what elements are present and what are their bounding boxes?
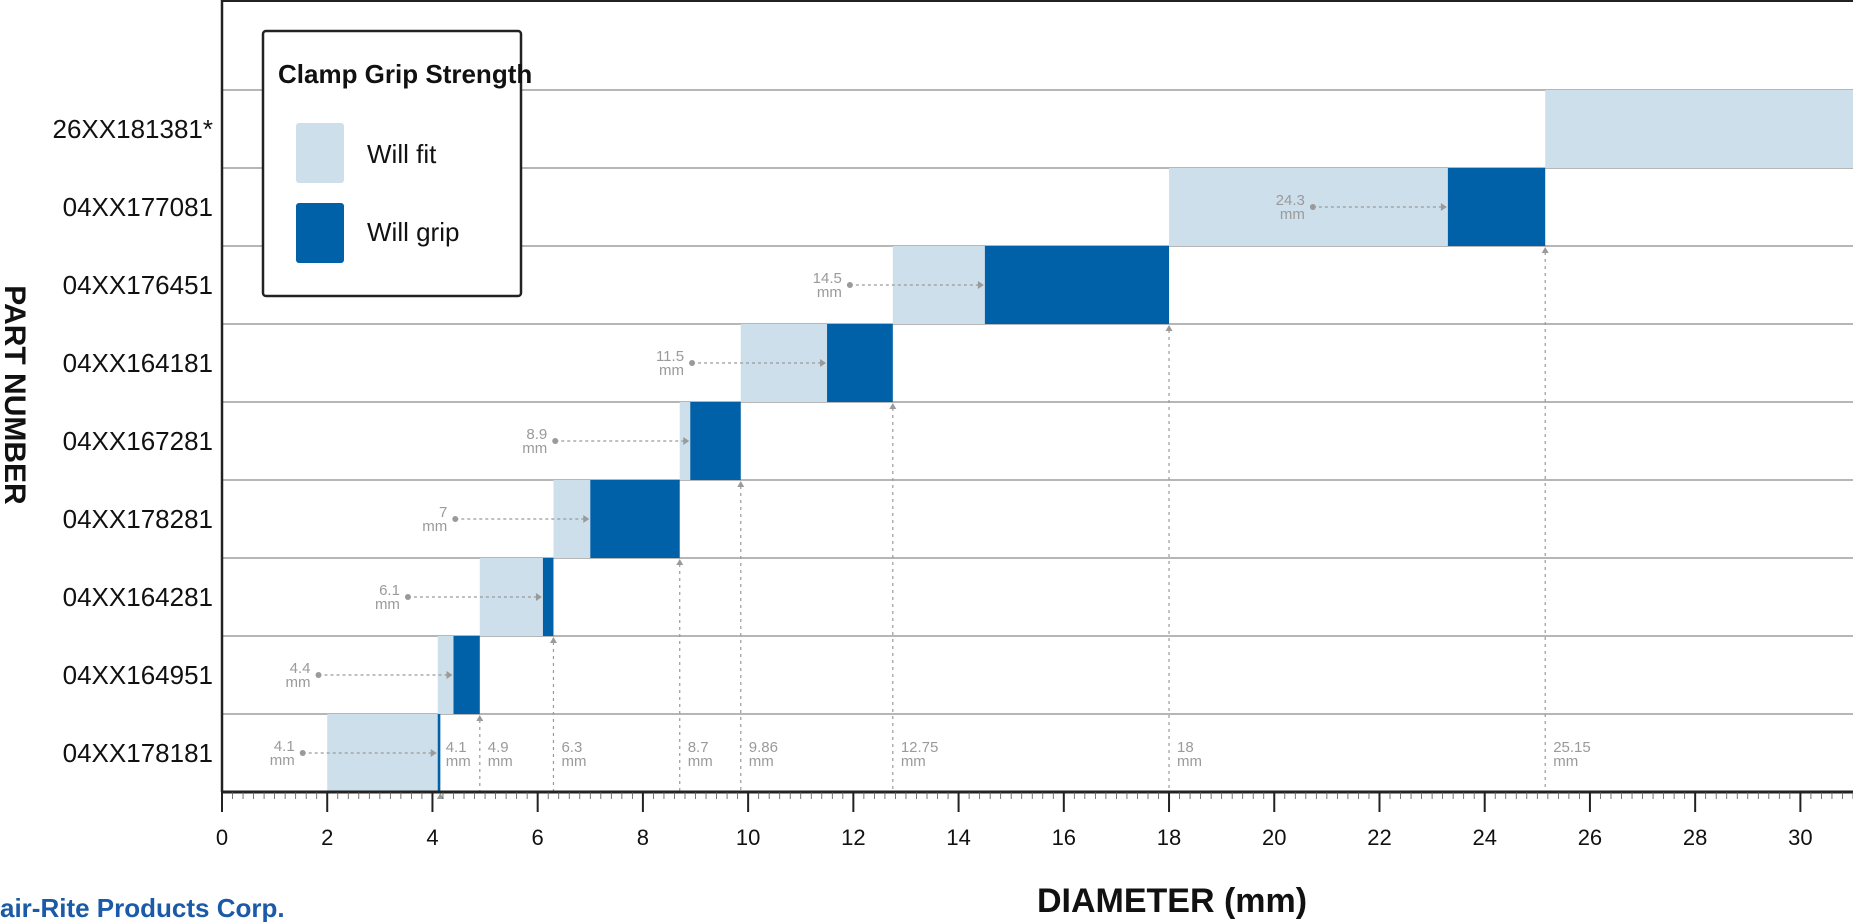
max-guide-arrowhead — [1165, 325, 1173, 331]
legend-swatch-grip — [296, 203, 344, 263]
x-tick-label: 22 — [1367, 825, 1391, 850]
x-axis-title: DIAMETER (mm) — [1037, 882, 1307, 920]
x-tick-label: 0 — [216, 825, 228, 850]
min-arrow-head — [583, 515, 590, 523]
legend-label-grip: Will grip — [367, 217, 459, 247]
min-arrow-head — [446, 671, 453, 679]
fit-bar — [1545, 90, 1853, 168]
min-value-label: 24.3 — [1276, 192, 1305, 209]
max-unit-label: mm — [488, 753, 513, 770]
x-tick-label: 26 — [1578, 825, 1602, 850]
part-number-label: 26XX181381* — [53, 114, 213, 144]
part-number-label: 04XX164181 — [63, 348, 213, 378]
grip-bar — [984, 246, 1170, 324]
guide-lines — [436, 247, 1549, 799]
x-tick-label: 14 — [946, 825, 970, 850]
max-value-label: 4.9 — [488, 739, 509, 756]
min-unit-label: mm — [522, 440, 547, 457]
min-value-label: 8.9 — [526, 426, 547, 443]
y-axis-title: PART NUMBER — [0, 285, 31, 505]
x-tick-label: 28 — [1683, 825, 1707, 850]
min-unit-label: mm — [422, 518, 447, 535]
grip-bar — [542, 558, 554, 636]
min-arrow-head — [430, 749, 437, 757]
max-unit-label: mm — [749, 753, 774, 770]
min-value-label: 11.5 — [656, 348, 684, 365]
min-value-label: 7 — [439, 504, 447, 521]
max-unit-label: mm — [688, 753, 713, 770]
max-guide-arrowhead — [549, 637, 557, 643]
legend: Clamp Grip Strength Will fit Will grip — [261, 29, 532, 298]
grip-bar — [827, 324, 893, 402]
min-value-label: 14.5 — [813, 270, 842, 287]
part-number-label: 04XX178281 — [63, 504, 213, 534]
max-value-label: 25.15 — [1553, 739, 1591, 756]
min-arrow-head — [535, 593, 542, 601]
max-value-label: 9.86 — [749, 739, 778, 756]
part-number-label: 04XX178181 — [63, 738, 213, 768]
max-guide-arrowhead — [737, 481, 745, 487]
part-number-label: 04XX164951 — [63, 660, 213, 690]
grip-bar — [590, 480, 680, 558]
category-labels: 26XX181381* 04XX177081 04XX176451 04XX16418… — [53, 114, 213, 768]
axes: 0 2 4 6 8 10 12 14 16 18 20 22 24 26 28 30 — [216, 0, 1853, 850]
part-number-label: 04XX164281 — [63, 582, 213, 612]
min-value-label: 4.4 — [290, 660, 311, 677]
min-arrow-head — [683, 437, 690, 445]
x-tick-label: 8 — [637, 825, 649, 850]
fit-bar — [892, 246, 985, 324]
legend-title: Clamp Grip Strength — [278, 59, 532, 89]
max-value-label: 4.1 — [446, 739, 467, 756]
part-number-label: 04XX167281 — [63, 426, 213, 456]
x-tick-label: 16 — [1052, 825, 1076, 850]
footer-company: air-Rite Products Corp. — [0, 893, 285, 922]
legend-swatch-fit — [296, 123, 344, 183]
min-unit-label: mm — [659, 362, 684, 379]
min-value-label: 6.1 — [379, 582, 400, 599]
x-tick-label: 30 — [1788, 825, 1812, 850]
legend-label-fit: Will fit — [367, 139, 437, 169]
x-tick-label: 18 — [1157, 825, 1181, 850]
min-value-label: 4.1 — [274, 738, 295, 755]
min-arrow-head — [977, 281, 984, 289]
grip-bar — [690, 402, 741, 480]
max-unit-label: mm — [901, 753, 926, 770]
x-tick-label: 20 — [1262, 825, 1286, 850]
min-unit-label: mm — [1280, 206, 1305, 223]
max-guide-arrowhead — [1541, 247, 1549, 253]
x-tick-label: 6 — [532, 825, 544, 850]
min-unit-label: mm — [285, 674, 310, 691]
grip-bar — [453, 636, 480, 714]
min-arrow-head — [1440, 203, 1447, 211]
max-guide-arrowhead — [476, 715, 484, 721]
max-value-label: 12.75 — [901, 739, 939, 756]
annotations: 24.3mm14.5mm11.5mm8.9mm7mm6.1mm4.4mm4.1m… — [270, 192, 1591, 770]
max-value-label: 18 — [1177, 739, 1194, 756]
max-value-label: 6.3 — [561, 739, 582, 756]
min-unit-label: mm — [270, 752, 295, 769]
max-guide-arrowhead — [889, 403, 897, 409]
min-unit-label: mm — [817, 284, 842, 301]
max-guide-arrowhead — [676, 559, 684, 565]
x-tick-label: 24 — [1472, 825, 1496, 850]
min-unit-label: mm — [375, 596, 400, 613]
max-value-label: 8.7 — [688, 739, 709, 756]
max-unit-label: mm — [561, 753, 586, 770]
part-number-label: 04XX177081 — [63, 192, 213, 222]
x-tick-label: 4 — [426, 825, 438, 850]
grip-bar — [437, 714, 441, 792]
max-unit-label: mm — [1553, 753, 1578, 770]
grip-bar — [1447, 168, 1546, 246]
fit-bar — [1169, 168, 1448, 246]
part-number-label: 04XX176451 — [63, 270, 213, 300]
x-tick-label: 12 — [841, 825, 865, 850]
x-tick-label: 2 — [321, 825, 333, 850]
max-unit-label: mm — [446, 753, 471, 770]
max-unit-label: mm — [1177, 753, 1202, 770]
x-tick-label: 10 — [736, 825, 760, 850]
min-arrow-head — [820, 359, 827, 367]
max-guide-arrowhead — [436, 793, 444, 799]
